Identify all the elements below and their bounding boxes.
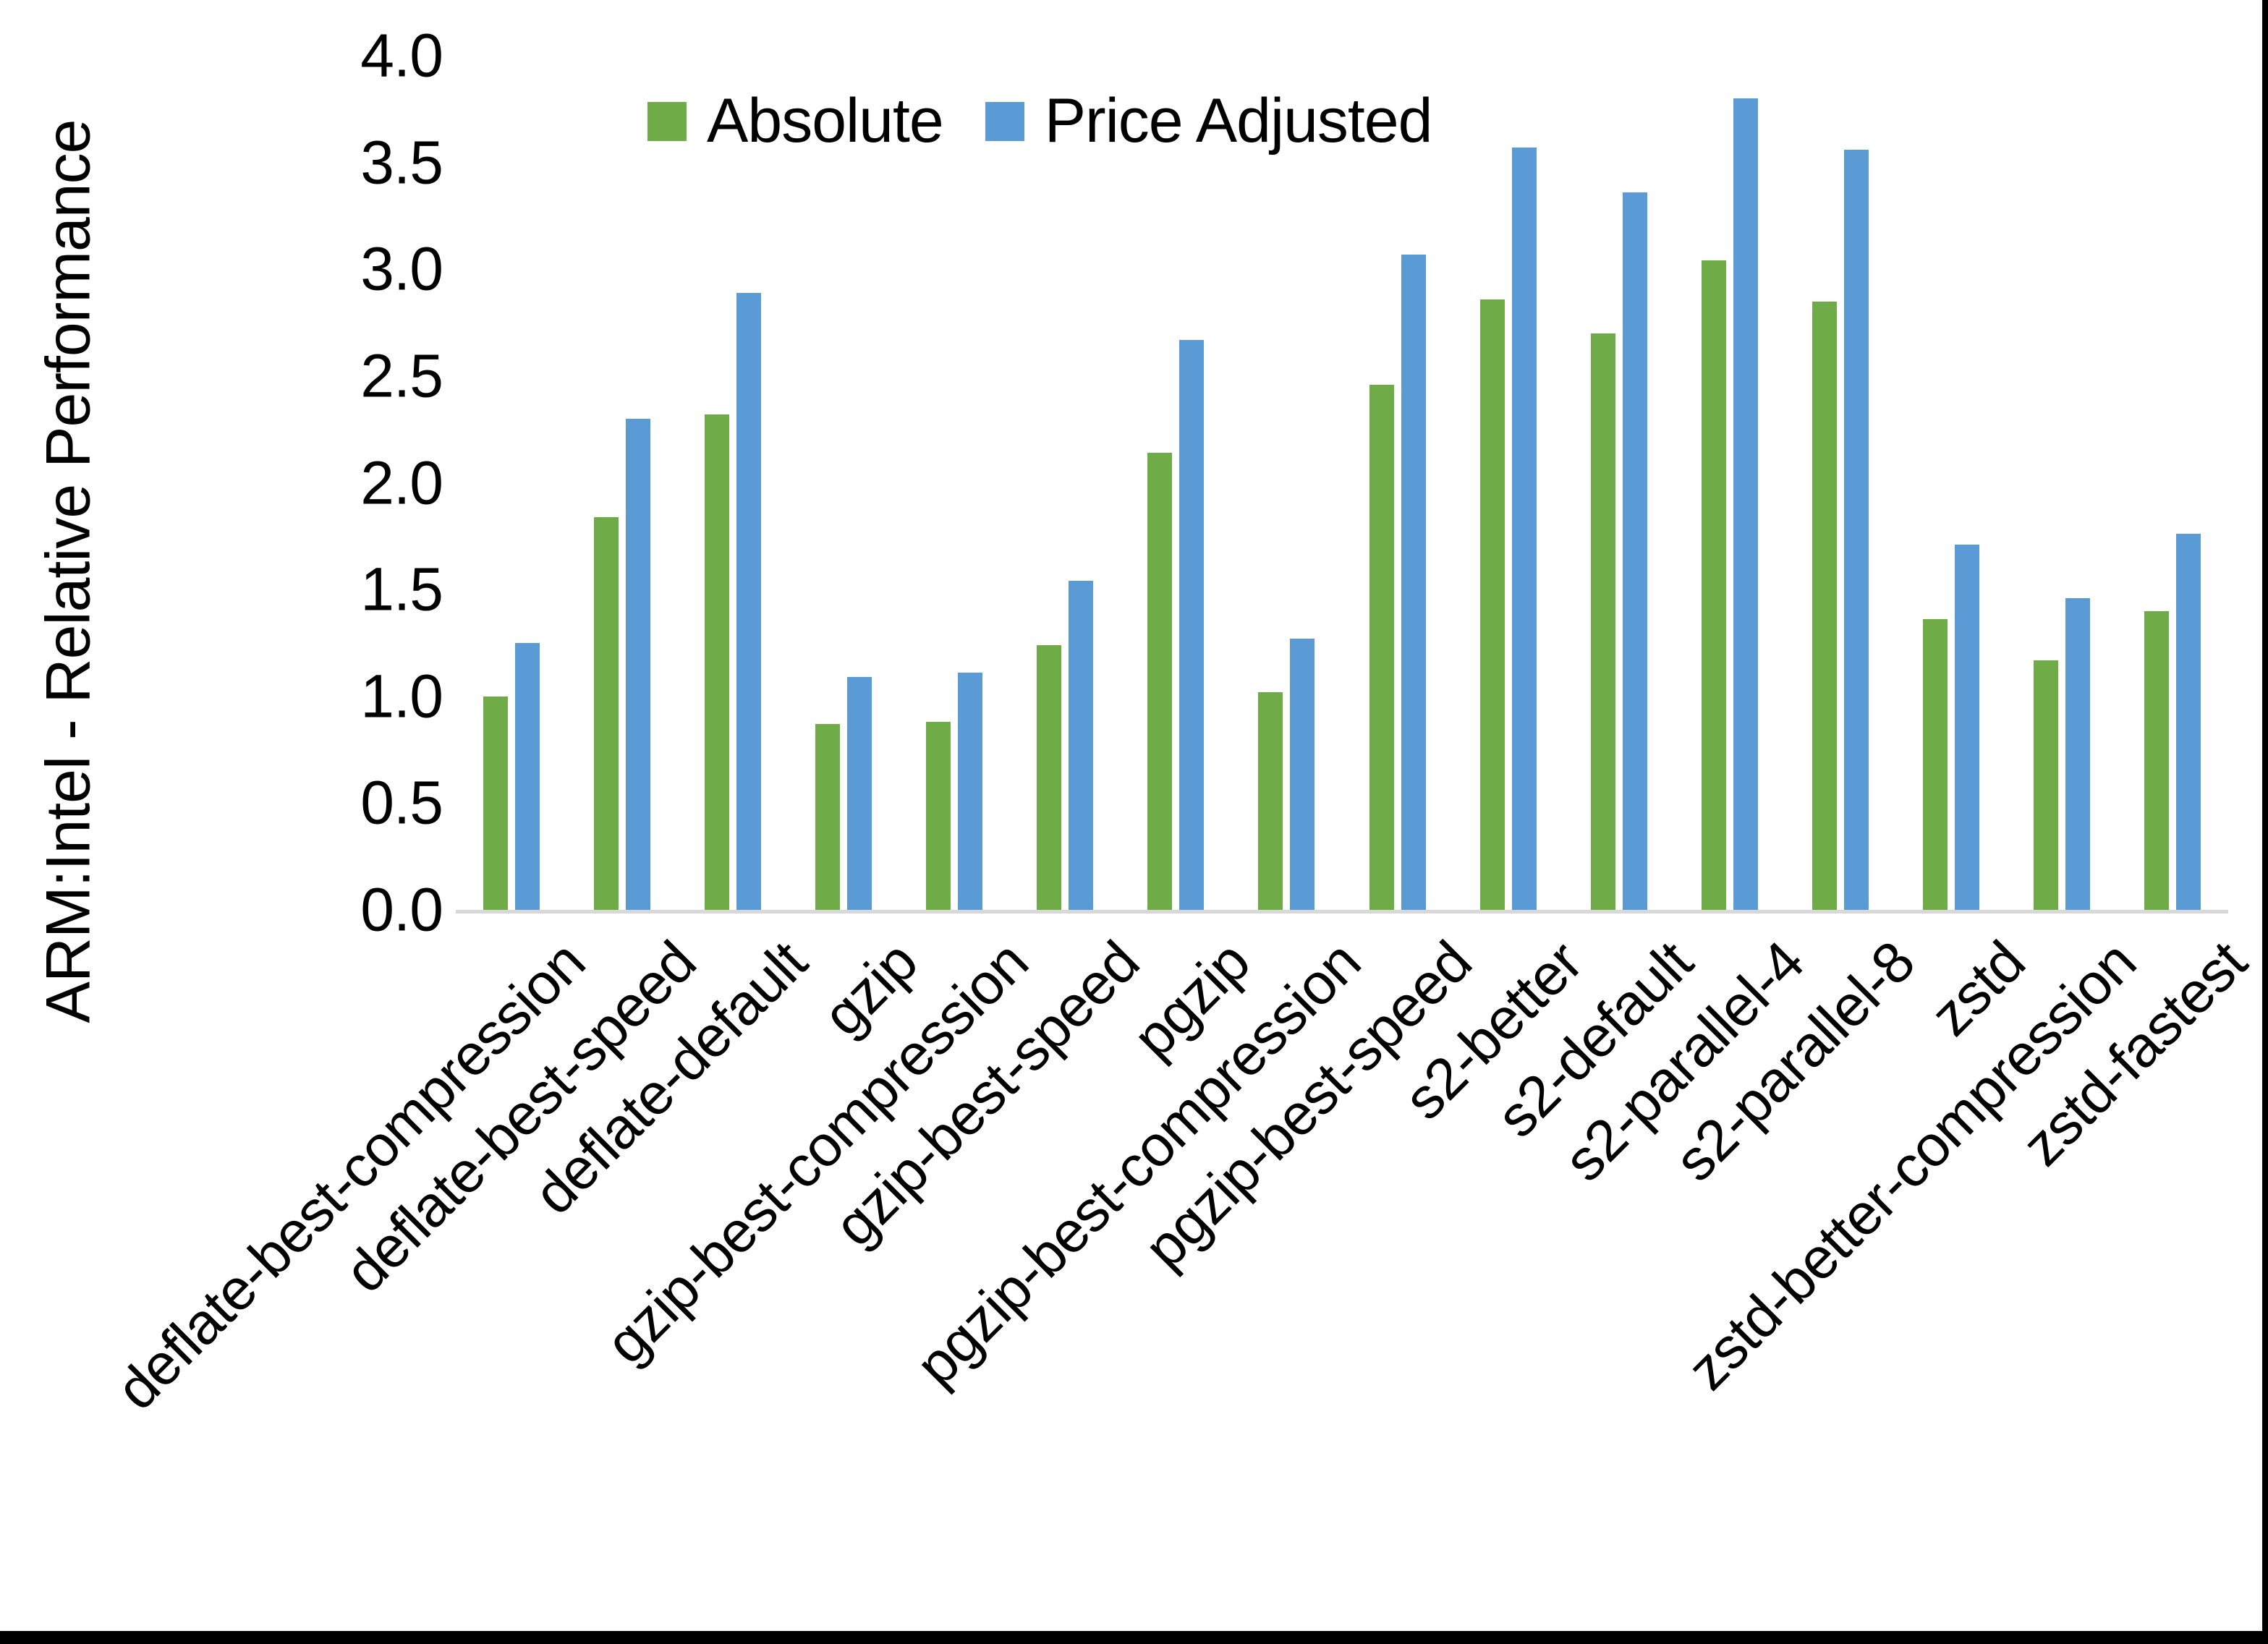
bar-absolute <box>483 697 508 910</box>
y-tick-label: 4.0 <box>360 21 443 90</box>
y-tick-label: 3.0 <box>360 234 443 303</box>
bar-price-adjusted <box>1179 340 1205 910</box>
legend-swatch-price-adjusted-icon <box>985 101 1024 141</box>
legend-item-price-adjusted: Price Adjusted <box>985 85 1432 157</box>
bar-price-adjusted <box>2176 534 2201 910</box>
bar-absolute <box>2144 611 2170 910</box>
bar-price-adjusted <box>736 293 761 910</box>
plot-area <box>456 56 2228 913</box>
bar-absolute <box>1037 645 1062 910</box>
bar-absolute <box>1369 385 1394 910</box>
bar-absolute <box>1479 299 1505 910</box>
legend-label-absolute: Absolute <box>707 86 944 156</box>
bar-absolute <box>1812 302 1838 910</box>
bar-price-adjusted <box>514 643 540 910</box>
bar-price-adjusted <box>1622 192 1647 910</box>
y-tick-label: 0.0 <box>360 875 443 944</box>
bottom-border <box>0 1631 2268 1644</box>
bar-absolute <box>593 517 619 910</box>
bar-absolute <box>1701 260 1726 910</box>
bar-price-adjusted <box>1511 148 1537 910</box>
bar-absolute <box>1147 453 1173 910</box>
bar-absolute <box>1590 333 1615 910</box>
bar-absolute <box>2034 660 2059 910</box>
bar-absolute <box>1258 692 1283 910</box>
bar-price-adjusted <box>846 677 872 910</box>
y-tick-label: 1.5 <box>360 555 443 623</box>
y-tick-label: 2.5 <box>360 341 443 410</box>
bar-price-adjusted <box>1733 98 1758 910</box>
bar-absolute <box>815 724 840 910</box>
bar-price-adjusted <box>1955 545 1980 910</box>
bar-price-adjusted <box>1069 581 1094 910</box>
right-border <box>2262 0 2268 1644</box>
legend-item-absolute: Absolute <box>647 85 944 157</box>
legend: Absolute Price Adjusted <box>647 85 1432 157</box>
legend-swatch-absolute-icon <box>647 101 687 141</box>
bar-absolute <box>926 722 951 910</box>
bar-price-adjusted <box>1401 255 1426 910</box>
bar-price-adjusted <box>2065 598 2091 910</box>
bar-absolute <box>704 414 729 910</box>
y-axis-title: ARM:Intel - Relative Performance <box>33 119 103 1023</box>
y-tick-label: 3.5 <box>360 128 443 197</box>
bar-price-adjusted <box>1290 639 1315 910</box>
bar-price-adjusted <box>958 673 983 910</box>
y-tick-label: 0.5 <box>360 768 443 837</box>
legend-label-price-adjusted: Price Adjusted <box>1044 86 1433 156</box>
x-category-label: deflate-best-compression <box>104 929 598 1422</box>
bar-price-adjusted <box>1844 150 1869 910</box>
bar-price-adjusted <box>625 419 650 910</box>
y-tick-label: 2.0 <box>360 448 443 516</box>
y-tick-label: 1.0 <box>360 662 443 731</box>
bar-absolute <box>1923 619 1948 910</box>
